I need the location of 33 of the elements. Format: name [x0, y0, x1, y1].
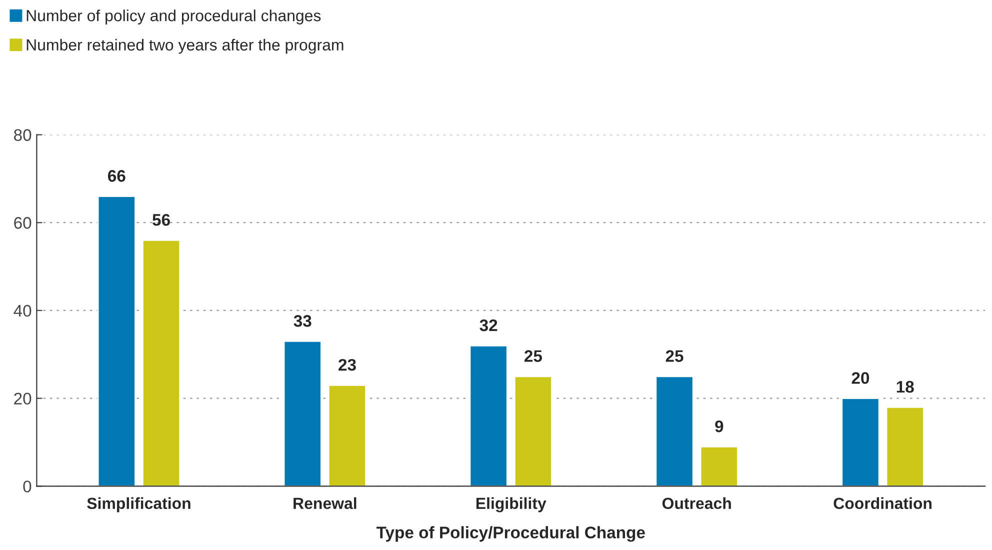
data-label: 18: [896, 380, 914, 393]
bar: [142, 239, 181, 486]
bar: [97, 196, 136, 486]
data-label: 56: [152, 214, 170, 226]
bar: [655, 376, 694, 486]
x-axis-title: Type of Policy/Procedural Change: [376, 526, 645, 542]
data-label: 66: [108, 170, 126, 182]
bar: [514, 376, 552, 486]
data-label: 33: [294, 315, 312, 327]
x-tick-label: Outreach: [662, 497, 731, 510]
bar: [700, 446, 738, 486]
data-label: 9: [715, 420, 724, 432]
y-tick-label: 40: [14, 304, 32, 317]
y-tick-label: 20: [14, 392, 32, 405]
y-tick-label: 60: [14, 217, 32, 229]
x-tick-label: Renewal: [294, 497, 356, 510]
x-tick-label: Simplification: [87, 497, 190, 512]
data-label: 32: [480, 319, 498, 332]
data-label: 25: [666, 350, 684, 362]
bar: [283, 340, 322, 486]
legend-label: Number retained two years after the program: [26, 38, 344, 54]
y-tick-label: 80: [14, 129, 32, 141]
bar: [841, 398, 880, 486]
x-tick-label: Coordination: [834, 497, 932, 510]
x-tick-label: Eligibility: [476, 497, 546, 512]
bar: [328, 384, 367, 486]
data-label: 25: [524, 350, 542, 362]
y-tick-label: 0: [23, 480, 32, 492]
data-label: 23: [338, 358, 356, 371]
bar: [469, 344, 508, 486]
data-label: 20: [852, 372, 870, 384]
bar: [886, 406, 924, 486]
legend-label: Number of policy and procedural changes: [26, 10, 321, 24]
